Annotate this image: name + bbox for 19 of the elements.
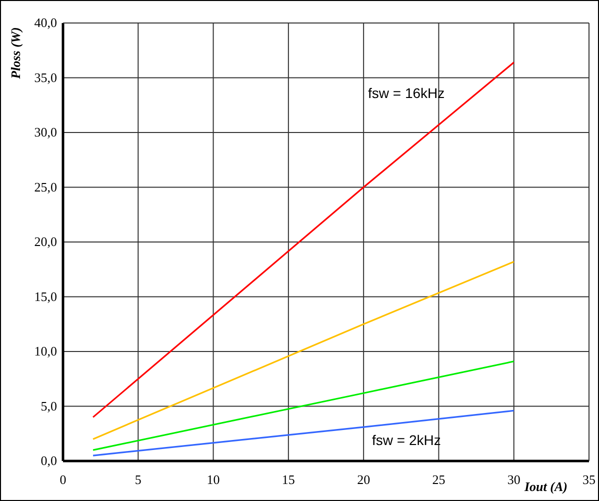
y-tick-label: 15,0 [34, 288, 57, 304]
y-axis-title: Ploss (W) [8, 27, 23, 79]
y-tick-label: 40,0 [34, 15, 57, 30]
x-tick-label: 30 [507, 472, 520, 488]
y-tick-label: 10,0 [34, 344, 57, 359]
y-tick-label: 30,0 [34, 124, 57, 140]
x-axis-title: Iout (A) [524, 479, 568, 494]
x-tick-label: 10 [206, 472, 220, 488]
x-tick-label: 0 [60, 472, 66, 488]
y-tick-label: 35,0 [34, 70, 57, 85]
x-tick-label: 15 [282, 472, 295, 488]
x-tick-label: 25 [432, 472, 446, 488]
x-tick-label: 5 [134, 472, 142, 488]
y-tick-label: 25,0 [34, 179, 57, 194]
x-tick-label: 20 [357, 472, 370, 488]
y-tick-label: 20,0 [34, 234, 57, 250]
x-tick-label: 35 [582, 472, 596, 488]
y-tick-label: 5,0 [40, 398, 57, 414]
y-tick-label: 0,0 [40, 453, 57, 468]
